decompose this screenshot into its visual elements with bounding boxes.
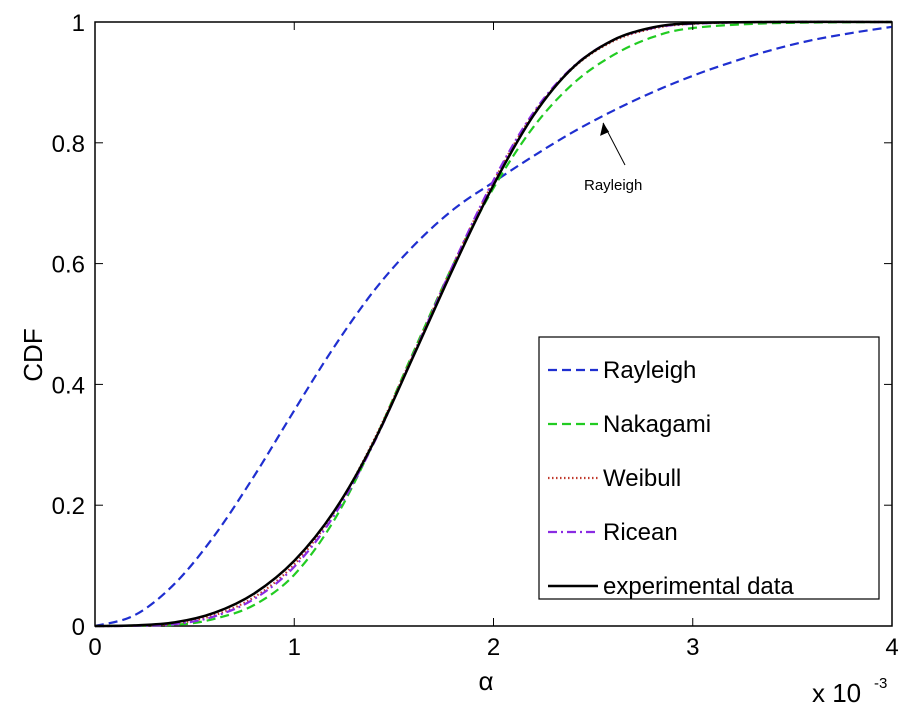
axis-ticks: 0 1 2 3 4 0 0.2 0.4 0.6 0.8 1 bbox=[52, 10, 899, 661]
x-tick-label: 0 bbox=[88, 634, 101, 661]
legend-box bbox=[538, 336, 880, 600]
legend: Rayleigh Nakagami Weibull Ricean experimenta… bbox=[538, 336, 880, 600]
y-tick-label: 0.4 bbox=[52, 372, 85, 399]
legend-items: Rayleigh Nakagami Weibull Ricean experimenta… bbox=[548, 357, 794, 600]
legend-label: Weibull bbox=[603, 465, 681, 492]
x-multiplier-label: x 10 bbox=[812, 678, 861, 707]
legend-label: Ricean bbox=[603, 519, 678, 546]
series-line-rayleigh bbox=[94, 25, 893, 628]
x-multiplier-exponent: -3 bbox=[874, 675, 887, 692]
x-tick-label: 4 bbox=[885, 634, 898, 661]
x-tick-label: 3 bbox=[686, 634, 699, 661]
legend-label: Rayleigh bbox=[603, 357, 696, 384]
y-tick-label: 0.2 bbox=[52, 493, 85, 520]
series-line-experimental-data bbox=[94, 20, 893, 628]
legend-label: Nakagami bbox=[603, 411, 711, 438]
series-curves bbox=[94, 20, 893, 628]
y-tick-label: 0.8 bbox=[52, 131, 85, 158]
y-tick-label: 0.6 bbox=[52, 252, 85, 279]
annotation-arrow-head bbox=[600, 122, 610, 136]
x-axis-label: α bbox=[478, 666, 493, 696]
x-tick-label: 1 bbox=[288, 634, 301, 661]
annotation: Rayleigh bbox=[584, 122, 642, 194]
y-tick-label: 1 bbox=[72, 10, 85, 37]
y-tick-label: 0 bbox=[72, 614, 85, 641]
legend-label: experimental data bbox=[603, 573, 794, 600]
y-axis-label: CDF bbox=[18, 328, 48, 381]
x-tick-label: 2 bbox=[487, 634, 500, 661]
annotation-label: Rayleigh bbox=[584, 177, 642, 194]
